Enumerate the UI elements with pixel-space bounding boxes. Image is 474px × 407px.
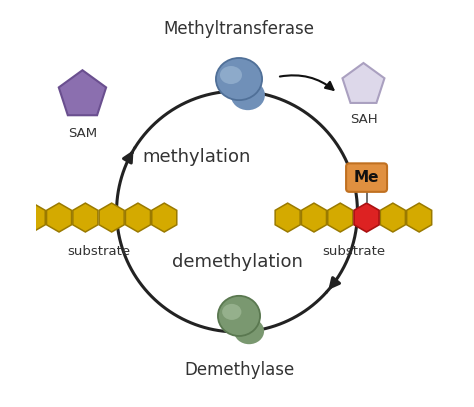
Text: substrate: substrate — [322, 245, 385, 258]
Text: Me: Me — [354, 170, 379, 185]
Text: Demethylase: Demethylase — [184, 361, 294, 379]
Text: SAH: SAH — [350, 113, 377, 126]
Polygon shape — [328, 203, 353, 232]
Ellipse shape — [216, 58, 262, 100]
Polygon shape — [152, 203, 177, 232]
Text: substrate: substrate — [67, 245, 130, 258]
Ellipse shape — [234, 318, 264, 344]
FancyBboxPatch shape — [346, 163, 387, 192]
Polygon shape — [342, 63, 384, 103]
Text: demethylation: demethylation — [172, 253, 302, 271]
Polygon shape — [407, 203, 432, 232]
Ellipse shape — [222, 304, 241, 320]
Polygon shape — [73, 203, 98, 232]
Polygon shape — [126, 203, 150, 232]
Ellipse shape — [231, 80, 265, 110]
Polygon shape — [301, 203, 327, 232]
Polygon shape — [99, 203, 124, 232]
Polygon shape — [20, 203, 45, 232]
Polygon shape — [46, 203, 72, 232]
Polygon shape — [59, 70, 106, 115]
Polygon shape — [354, 203, 379, 232]
Text: Methyltransferase: Methyltransferase — [164, 20, 315, 38]
Polygon shape — [380, 203, 405, 232]
Text: methylation: methylation — [143, 148, 251, 166]
Polygon shape — [275, 203, 300, 232]
Ellipse shape — [218, 296, 260, 336]
Ellipse shape — [220, 66, 242, 84]
Text: SAM: SAM — [68, 127, 97, 140]
